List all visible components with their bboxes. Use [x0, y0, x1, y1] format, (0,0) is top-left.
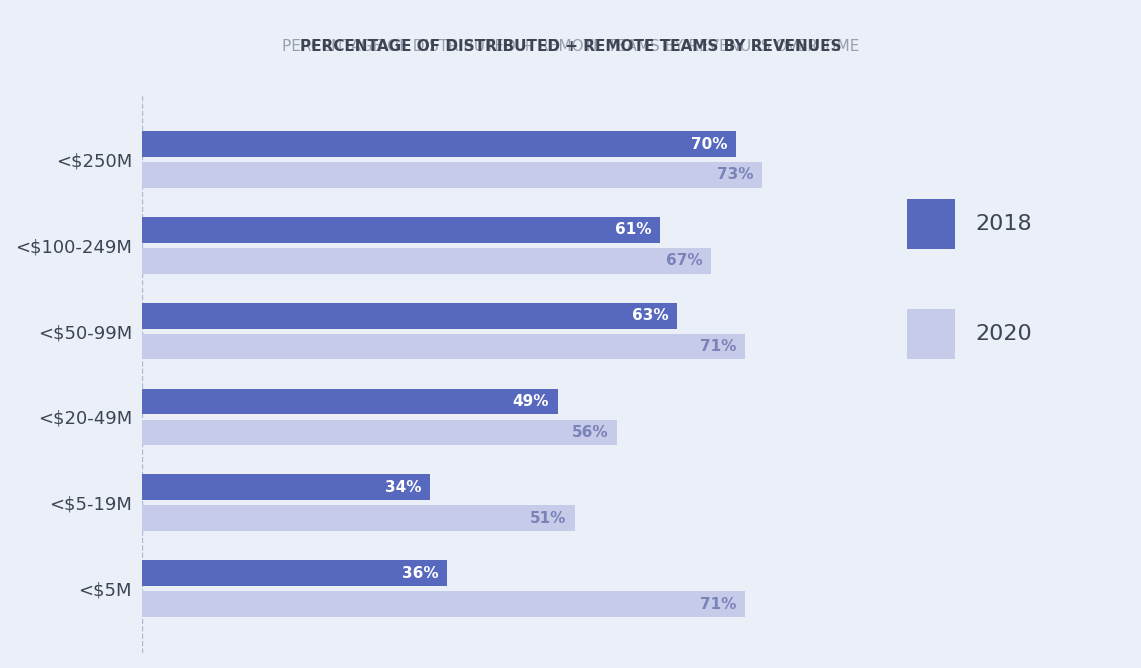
Text: 56%: 56%: [572, 425, 609, 440]
Bar: [141, 303, 677, 329]
Bar: [141, 217, 659, 242]
Text: 71%: 71%: [699, 597, 736, 612]
Text: 61%: 61%: [615, 222, 652, 237]
Bar: [141, 334, 745, 359]
Text: 49%: 49%: [512, 394, 549, 409]
Bar: [141, 560, 447, 586]
Text: PERCENTAGE OF DISTRIBUTED + REMOTE TEAMS BY REVENUES OVER TIME: PERCENTAGE OF DISTRIBUTED + REMOTE TEAMS…: [282, 39, 859, 54]
Bar: [141, 506, 575, 531]
Bar: [141, 389, 558, 414]
Text: 2018: 2018: [976, 214, 1033, 234]
Bar: [141, 131, 736, 157]
Text: 36%: 36%: [403, 566, 439, 580]
Text: PERCENTAGE OF DISTRIBUTED + REMOTE TEAMS BY REVENUES: PERCENTAGE OF DISTRIBUTED + REMOTE TEAMS…: [300, 39, 841, 54]
Text: 71%: 71%: [699, 339, 736, 354]
Text: 73%: 73%: [717, 168, 753, 182]
Bar: [141, 162, 762, 188]
Text: 67%: 67%: [665, 253, 702, 269]
Bar: [141, 420, 617, 446]
Text: 70%: 70%: [691, 136, 728, 152]
Bar: [141, 591, 745, 617]
Text: 34%: 34%: [386, 480, 422, 495]
Bar: [141, 248, 711, 274]
Text: 2020: 2020: [976, 324, 1033, 344]
Text: 63%: 63%: [632, 308, 669, 323]
Bar: [141, 474, 430, 500]
Text: 51%: 51%: [529, 511, 566, 526]
